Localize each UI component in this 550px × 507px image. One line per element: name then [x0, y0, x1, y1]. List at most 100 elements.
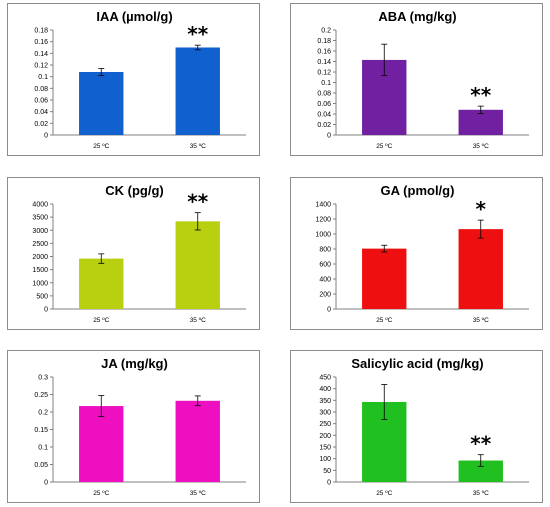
y-tick-label: 0.3 [38, 375, 48, 382]
chart-panel-5: JA (mg/kg) 0 0.05 0.1 0.15 0.2 0.25 0.3 25 ºC 35 … [7, 350, 260, 503]
y-tick-label: 1500 [32, 267, 48, 274]
chart-panel-6: Salicylic acid (mg/kg) 0 50 100 150 200 250 300… [290, 350, 543, 503]
significance-marker: ** [187, 190, 208, 214]
y-tick-label: 800 [319, 247, 331, 254]
chart-panel-4: GA (pmol/g) 0 200 400 600 800 1000 1200 1400 25 º… [290, 177, 543, 330]
y-tick-label: 50 [323, 468, 331, 475]
chart-svg: GA (pmol/g) 0 200 400 600 800 1000 1200 1400 25 º… [315, 183, 529, 324]
y-tick-label: 0.04 [34, 109, 48, 116]
y-tick-label: 600 [319, 262, 331, 269]
y-tick-label: 0.02 [317, 122, 331, 129]
y-tick-label: 0.16 [317, 49, 331, 56]
y-tick-label: 1000 [315, 232, 331, 239]
y-tick-label: 2000 [32, 254, 48, 261]
category-label: 25 ºC [93, 490, 109, 497]
bar-2 [175, 221, 220, 309]
y-tick-label: 0.06 [317, 101, 331, 108]
category-label: 35 ºC [473, 317, 489, 324]
significance-marker: ** [187, 22, 208, 46]
chart-title: JA (mg/kg) [101, 356, 168, 371]
y-tick-label: 0 [44, 480, 48, 487]
y-tick-label: 200 [319, 292, 331, 299]
chart-svg: IAA (µmol/g) 0 0.02 0.04 0.06 0.08 0.1 0.12 0.14… [34, 9, 246, 150]
y-tick-label: 1200 [315, 217, 331, 224]
bar-1 [79, 406, 124, 482]
y-tick-label: 0.18 [317, 38, 331, 45]
y-tick-label: 0.16 [34, 39, 48, 46]
category-label: 25 ºC [376, 143, 392, 150]
y-tick-label: 0 [327, 307, 331, 314]
y-tick-label: 0.12 [34, 63, 48, 70]
y-tick-label: 1000 [32, 280, 48, 287]
chart-title: ABA (mg/kg) [378, 9, 456, 24]
category-label: 25 ºC [93, 317, 109, 324]
bar-2 [458, 229, 503, 309]
y-tick-label: 0.08 [317, 91, 331, 98]
y-tick-label: 100 [319, 456, 331, 463]
y-tick-label: 0.06 [34, 98, 48, 105]
bar-2 [175, 47, 220, 135]
chart-panel-2: ABA (mg/kg) 0 0.02 0.04 0.06 0.08 0.1 0.12 0.14 0… [290, 3, 543, 156]
y-tick-label: 0.14 [34, 51, 48, 58]
y-tick-label: 0.1 [38, 445, 48, 452]
y-tick-label: 200 [319, 433, 331, 440]
category-label: 35 ºC [190, 143, 206, 150]
category-label: 35 ºC [473, 490, 489, 497]
y-tick-label: 0 [44, 307, 48, 314]
chart-svg: CK (pg/g) 0 500 1000 1500 2000 2500 3000 3500 400… [32, 183, 246, 324]
category-label: 35 ºC [190, 490, 206, 497]
y-tick-label: 1400 [315, 202, 331, 209]
y-tick-label: 500 [36, 293, 48, 300]
y-tick-label: 250 [319, 421, 331, 428]
y-tick-label: 0.2 [38, 410, 48, 417]
y-tick-label: 3000 [32, 228, 48, 235]
category-label: 25 ºC [93, 143, 109, 150]
y-tick-label: 0.08 [34, 86, 48, 93]
bar-2 [175, 400, 220, 482]
y-tick-label: 0.1 [38, 74, 48, 81]
y-tick-label: 0.25 [34, 392, 48, 399]
y-tick-label: 400 [319, 277, 331, 284]
y-tick-label: 0.14 [317, 59, 331, 66]
significance-marker: ** [470, 432, 491, 456]
y-tick-label: 0.18 [34, 28, 48, 35]
y-tick-label: 0.15 [34, 427, 48, 434]
category-label: 35 ºC [190, 317, 206, 324]
bar-1 [79, 258, 124, 309]
y-tick-label: 4000 [32, 202, 48, 209]
chart-svg: ABA (mg/kg) 0 0.02 0.04 0.06 0.08 0.1 0.12 0.14 0… [317, 9, 529, 150]
chart-panel-1: IAA (µmol/g) 0 0.02 0.04 0.06 0.08 0.1 0.12 0.14… [7, 3, 260, 156]
y-tick-label: 0.12 [317, 70, 331, 77]
y-tick-label: 0.04 [317, 112, 331, 119]
category-label: 25 ºC [376, 490, 392, 497]
y-tick-label: 350 [319, 398, 331, 405]
y-tick-label: 2500 [32, 241, 48, 248]
chart-panel-3: CK (pg/g) 0 500 1000 1500 2000 2500 3000 3500 400… [7, 177, 260, 330]
chart-title: GA (pmol/g) [381, 183, 455, 198]
bar-2 [458, 460, 503, 482]
y-tick-label: 3500 [32, 215, 48, 222]
chart-title: CK (pg/g) [105, 183, 163, 198]
bar-1 [362, 248, 407, 309]
chart-title: Salicylic acid (mg/kg) [351, 356, 483, 371]
significance-marker: * [476, 197, 487, 221]
bar-2 [458, 109, 503, 135]
y-tick-label: 150 [319, 445, 331, 452]
y-tick-label: 0 [327, 480, 331, 487]
significance-marker: ** [470, 83, 491, 107]
y-tick-label: 0.02 [34, 121, 48, 128]
category-label: 35 ºC [473, 143, 489, 150]
y-tick-label: 0.05 [34, 462, 48, 469]
chart-title: IAA (µmol/g) [96, 9, 172, 24]
y-tick-label: 400 [319, 386, 331, 393]
y-tick-label: 0 [44, 133, 48, 140]
bar-1 [79, 72, 124, 135]
y-tick-label: 300 [319, 410, 331, 417]
y-tick-label: 450 [319, 375, 331, 382]
y-tick-label: 0 [327, 133, 331, 140]
chart-svg: JA (mg/kg) 0 0.05 0.1 0.15 0.2 0.25 0.3 25 ºC 35 … [34, 356, 246, 497]
chart-svg: Salicylic acid (mg/kg) 0 50 100 150 200 250 300… [319, 356, 529, 497]
y-tick-label: 0.1 [321, 80, 331, 87]
category-label: 25 ºC [376, 317, 392, 324]
